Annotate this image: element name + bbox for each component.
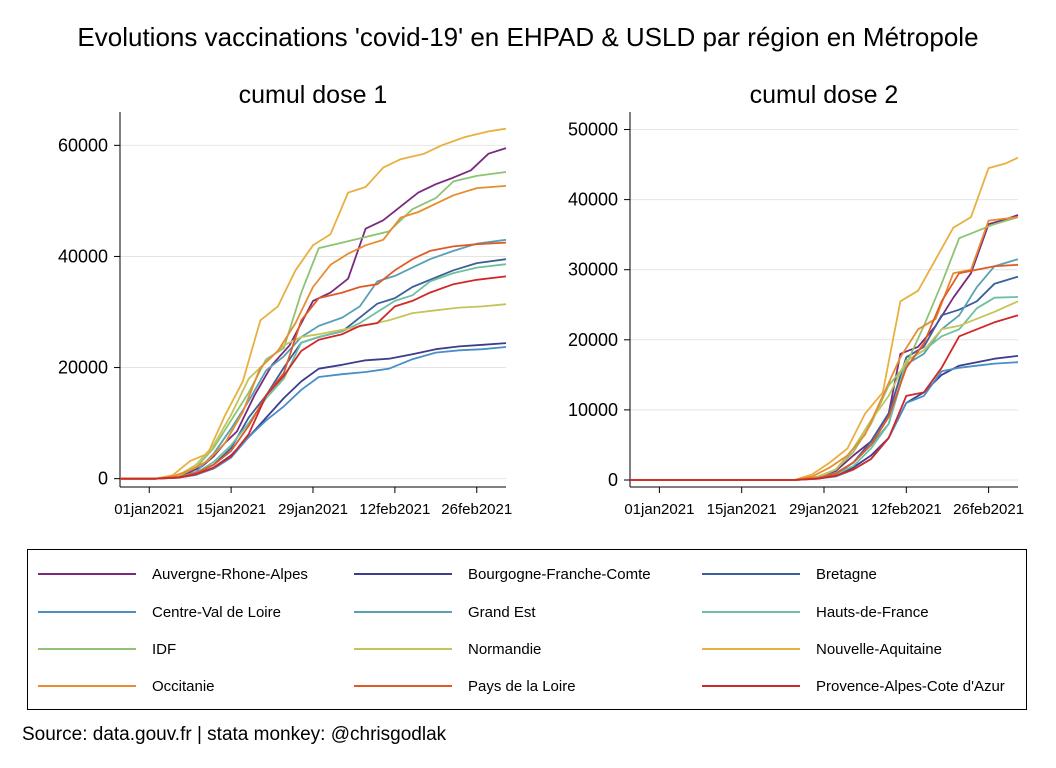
series-line-occitanie-dose2 [630, 216, 1019, 481]
series-line-provence-alpes-cote-d-azur-dose2 [630, 314, 1019, 481]
legend-item-pays-de-la-loire: Pays de la Loire [354, 676, 576, 696]
legend-item-idf: IDF [38, 639, 176, 659]
legend-label: Normandie [468, 640, 542, 658]
charts-canvas: cumul dose 1 0 20000 40000 60000 01jan2021 15j… [58, 81, 1024, 518]
series-line-bretagne-dose1 [120, 258, 507, 480]
legend-swatch [38, 573, 136, 575]
x-tick-label-dose2: 01jan2021 [624, 501, 694, 518]
legend-label: Centre-Val de Loire [152, 603, 281, 621]
y-tick-label-dose2: 20000 [568, 330, 618, 350]
legend-item-provence-alpes-cote-d-azur: Provence-Alpes-Cote d'Azur [702, 676, 1005, 696]
legend-swatch [354, 685, 452, 687]
legend-swatch [702, 685, 800, 687]
legend-swatch [38, 648, 136, 650]
legend-item-nouvelle-aquitaine: Nouvelle-Aquitaine [702, 639, 942, 659]
legend-item-auvergne-rhone-alpes: Auvergne-Rhone-Alpes [38, 564, 308, 584]
legend-swatch [702, 573, 800, 575]
legend-swatch [354, 573, 452, 575]
legend-item-bourgogne-franche-comte: Bourgogne-Franche-Comte [354, 564, 651, 584]
legend-item-normandie: Normandie [354, 639, 541, 659]
y-tick-label-dose2: 0 [608, 470, 618, 490]
series-line-pays-de-la-loire-dose2 [630, 263, 1019, 481]
source-note: Source: data.gouv.fr | stata monkey: @ch… [22, 724, 447, 745]
series-line-hauts-de-france-dose1 [120, 263, 507, 480]
y-tick-label-dose1: 0 [98, 469, 108, 489]
x-tick-label-dose2: 12feb2021 [871, 501, 942, 518]
series-line-grand-est-dose2 [630, 258, 1019, 481]
series-line-provence-alpes-cote-d-azur-dose1 [120, 275, 507, 480]
series-line-idf-dose1 [120, 171, 507, 480]
legend-item-centre-val-de-loire: Centre-Val de Loire [38, 602, 281, 622]
chart-main-title: Evolutions vaccinations 'covid-19' en EH… [77, 22, 979, 52]
series-line-hauts-de-france-dose2 [630, 296, 1019, 481]
legend-swatch [354, 648, 452, 650]
x-tick-label-dose1: 15jan2021 [196, 501, 266, 518]
x-tick-label-dose2: 29jan2021 [789, 501, 859, 518]
series-line-pays-de-la-loire-dose1 [120, 241, 507, 480]
y-tick-label-dose2: 10000 [568, 400, 618, 420]
legend-swatch [354, 611, 452, 613]
series-line-nouvelle-aquitaine-dose2 [630, 156, 1019, 481]
legend-label: Auvergne-Rhone-Alpes [152, 565, 308, 583]
chart-panel-dose2: cumul dose 2 0 10000 20000 30000 40000 50000 01… [568, 81, 1024, 518]
legend-swatch [702, 611, 800, 613]
legend-label: Pays de la Loire [468, 677, 576, 695]
panel-title-dose2: cumul dose 2 [750, 81, 899, 109]
series-line-auvergne-rhone-alpes-dose2 [630, 214, 1019, 481]
legend-label: Hauts-de-France [816, 603, 929, 621]
chart-panel-dose1: cumul dose 1 0 20000 40000 60000 01jan2021 15j… [58, 81, 512, 518]
x-tick-label-dose2: 26feb2021 [953, 501, 1024, 518]
y-tick-label-dose1: 60000 [58, 135, 108, 155]
x-tick-label-dose1: 01jan2021 [114, 501, 184, 518]
y-tick-label-dose1: 40000 [58, 246, 108, 266]
series-line-occitanie-dose1 [120, 185, 507, 480]
legend-label: Occitanie [152, 677, 215, 695]
series-line-bourgogne-franche-comte-dose1 [120, 342, 507, 480]
legend-item-bretagne: Bretagne [702, 564, 877, 584]
series-line-idf-dose2 [630, 216, 1019, 481]
series-line-nouvelle-aquitaine-dose1 [120, 127, 507, 480]
legend-label: Nouvelle-Aquitaine [816, 640, 942, 658]
legend-item-grand-est: Grand Est [354, 602, 536, 622]
series-line-centre-val-de-loire-dose2 [630, 361, 1019, 481]
legend: Auvergne-Rhone-Alpes Bourgogne-Franche-Co… [27, 549, 1027, 710]
legend-label: Grand Est [468, 603, 536, 621]
legend-item-hauts-de-france: Hauts-de-France [702, 602, 929, 622]
series-line-centre-val-de-loire-dose1 [120, 346, 507, 480]
y-tick-label-dose1: 20000 [58, 358, 108, 378]
legend-swatch [702, 648, 800, 650]
legend-label: Bourgogne-Franche-Comte [468, 565, 651, 583]
legend-label: Provence-Alpes-Cote d'Azur [816, 677, 1005, 695]
panel-title-dose1: cumul dose 1 [239, 81, 388, 109]
series-line-auvergne-rhone-alpes-dose1 [120, 147, 507, 480]
series-line-normandie-dose1 [120, 303, 507, 480]
series-line-bretagne-dose2 [630, 275, 1019, 481]
y-tick-label-dose2: 50000 [568, 120, 618, 140]
x-tick-label-dose1: 29jan2021 [278, 501, 348, 518]
series-line-grand-est-dose1 [120, 238, 507, 480]
x-tick-label-dose2: 15jan2021 [707, 501, 777, 518]
series-line-normandie-dose2 [630, 300, 1019, 481]
y-tick-label-dose2: 40000 [568, 190, 618, 210]
legend-item-occitanie: Occitanie [38, 676, 215, 696]
series-line-bourgogne-franche-comte-dose2 [630, 355, 1019, 481]
legend-label: IDF [152, 640, 177, 658]
y-tick-label-dose2: 30000 [568, 260, 618, 280]
x-tick-label-dose1: 26feb2021 [441, 501, 512, 518]
legend-label: Bretagne [816, 565, 877, 583]
legend-swatch [38, 685, 136, 687]
x-tick-label-dose1: 12feb2021 [359, 501, 430, 518]
legend-swatch [38, 611, 136, 613]
